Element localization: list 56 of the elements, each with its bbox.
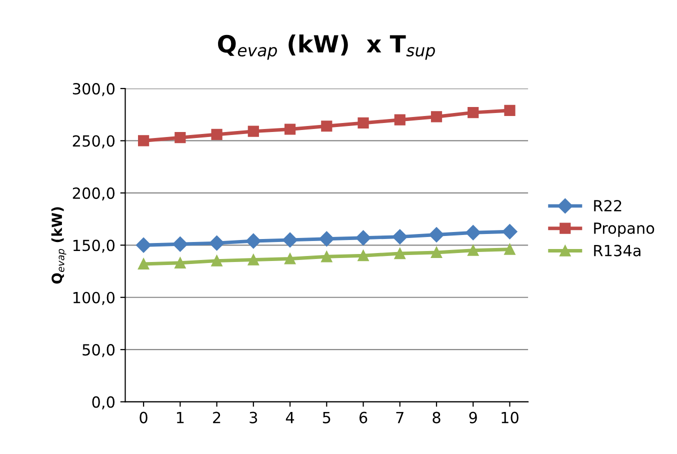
point [358, 250, 369, 262]
point [502, 224, 518, 240]
y-tick-label: 300,0 [72, 82, 115, 96]
point [248, 126, 259, 137]
legend-label: R22 [594, 200, 622, 212]
point [394, 114, 406, 126]
point [172, 236, 188, 252]
point [138, 258, 150, 270]
point [358, 117, 369, 129]
y-tick-label: 250,0 [72, 135, 115, 148]
point [136, 238, 152, 253]
point [468, 244, 479, 256]
point [284, 124, 296, 135]
point [466, 225, 481, 240]
point [174, 132, 186, 144]
point [321, 251, 332, 262]
point [468, 106, 479, 118]
point [174, 257, 186, 268]
y-tick-label: 0,0 [92, 396, 115, 410]
legend-label: Propano [594, 222, 654, 237]
x-tick-label: 5 [322, 412, 330, 424]
x-tick-label: 6 [359, 412, 368, 424]
x-tick-label: 3 [250, 412, 258, 424]
y-tick-label: 200,0 [72, 187, 115, 201]
x-tick-label: 0 [140, 412, 148, 424]
point [394, 248, 406, 260]
x-tick-label: 1 [176, 412, 184, 424]
point [321, 120, 332, 132]
point [246, 233, 261, 249]
x-tick-label: 4 [286, 412, 294, 424]
legend-label: R134a [594, 244, 640, 256]
point [504, 244, 516, 255]
y-tick-label: 50,0 [82, 344, 115, 358]
y-tick-label: 150,0 [73, 240, 115, 253]
x-tick-label: 10 [502, 412, 518, 424]
x-tick-label: 9 [469, 412, 477, 424]
x-tick-label: 7 [396, 412, 404, 424]
point [504, 104, 516, 116]
point [138, 135, 150, 146]
point [282, 232, 298, 248]
chart-title: Q$_{evap}$ (kW) x T$_{sup}$ [218, 34, 435, 60]
y-axis-title: Q$_{evap}$ (kW) [51, 207, 66, 284]
point [248, 254, 259, 266]
point [428, 227, 444, 242]
point [392, 229, 408, 244]
point [284, 253, 296, 264]
y-tick-label: 100,0 [73, 292, 115, 305]
point [430, 111, 442, 122]
point [319, 231, 334, 246]
point [211, 128, 222, 140]
point [211, 255, 222, 266]
point [209, 236, 224, 251]
x-tick-label: 2 [213, 412, 220, 424]
point [430, 246, 442, 258]
point [356, 230, 371, 246]
x-tick-label: 8 [432, 412, 440, 424]
